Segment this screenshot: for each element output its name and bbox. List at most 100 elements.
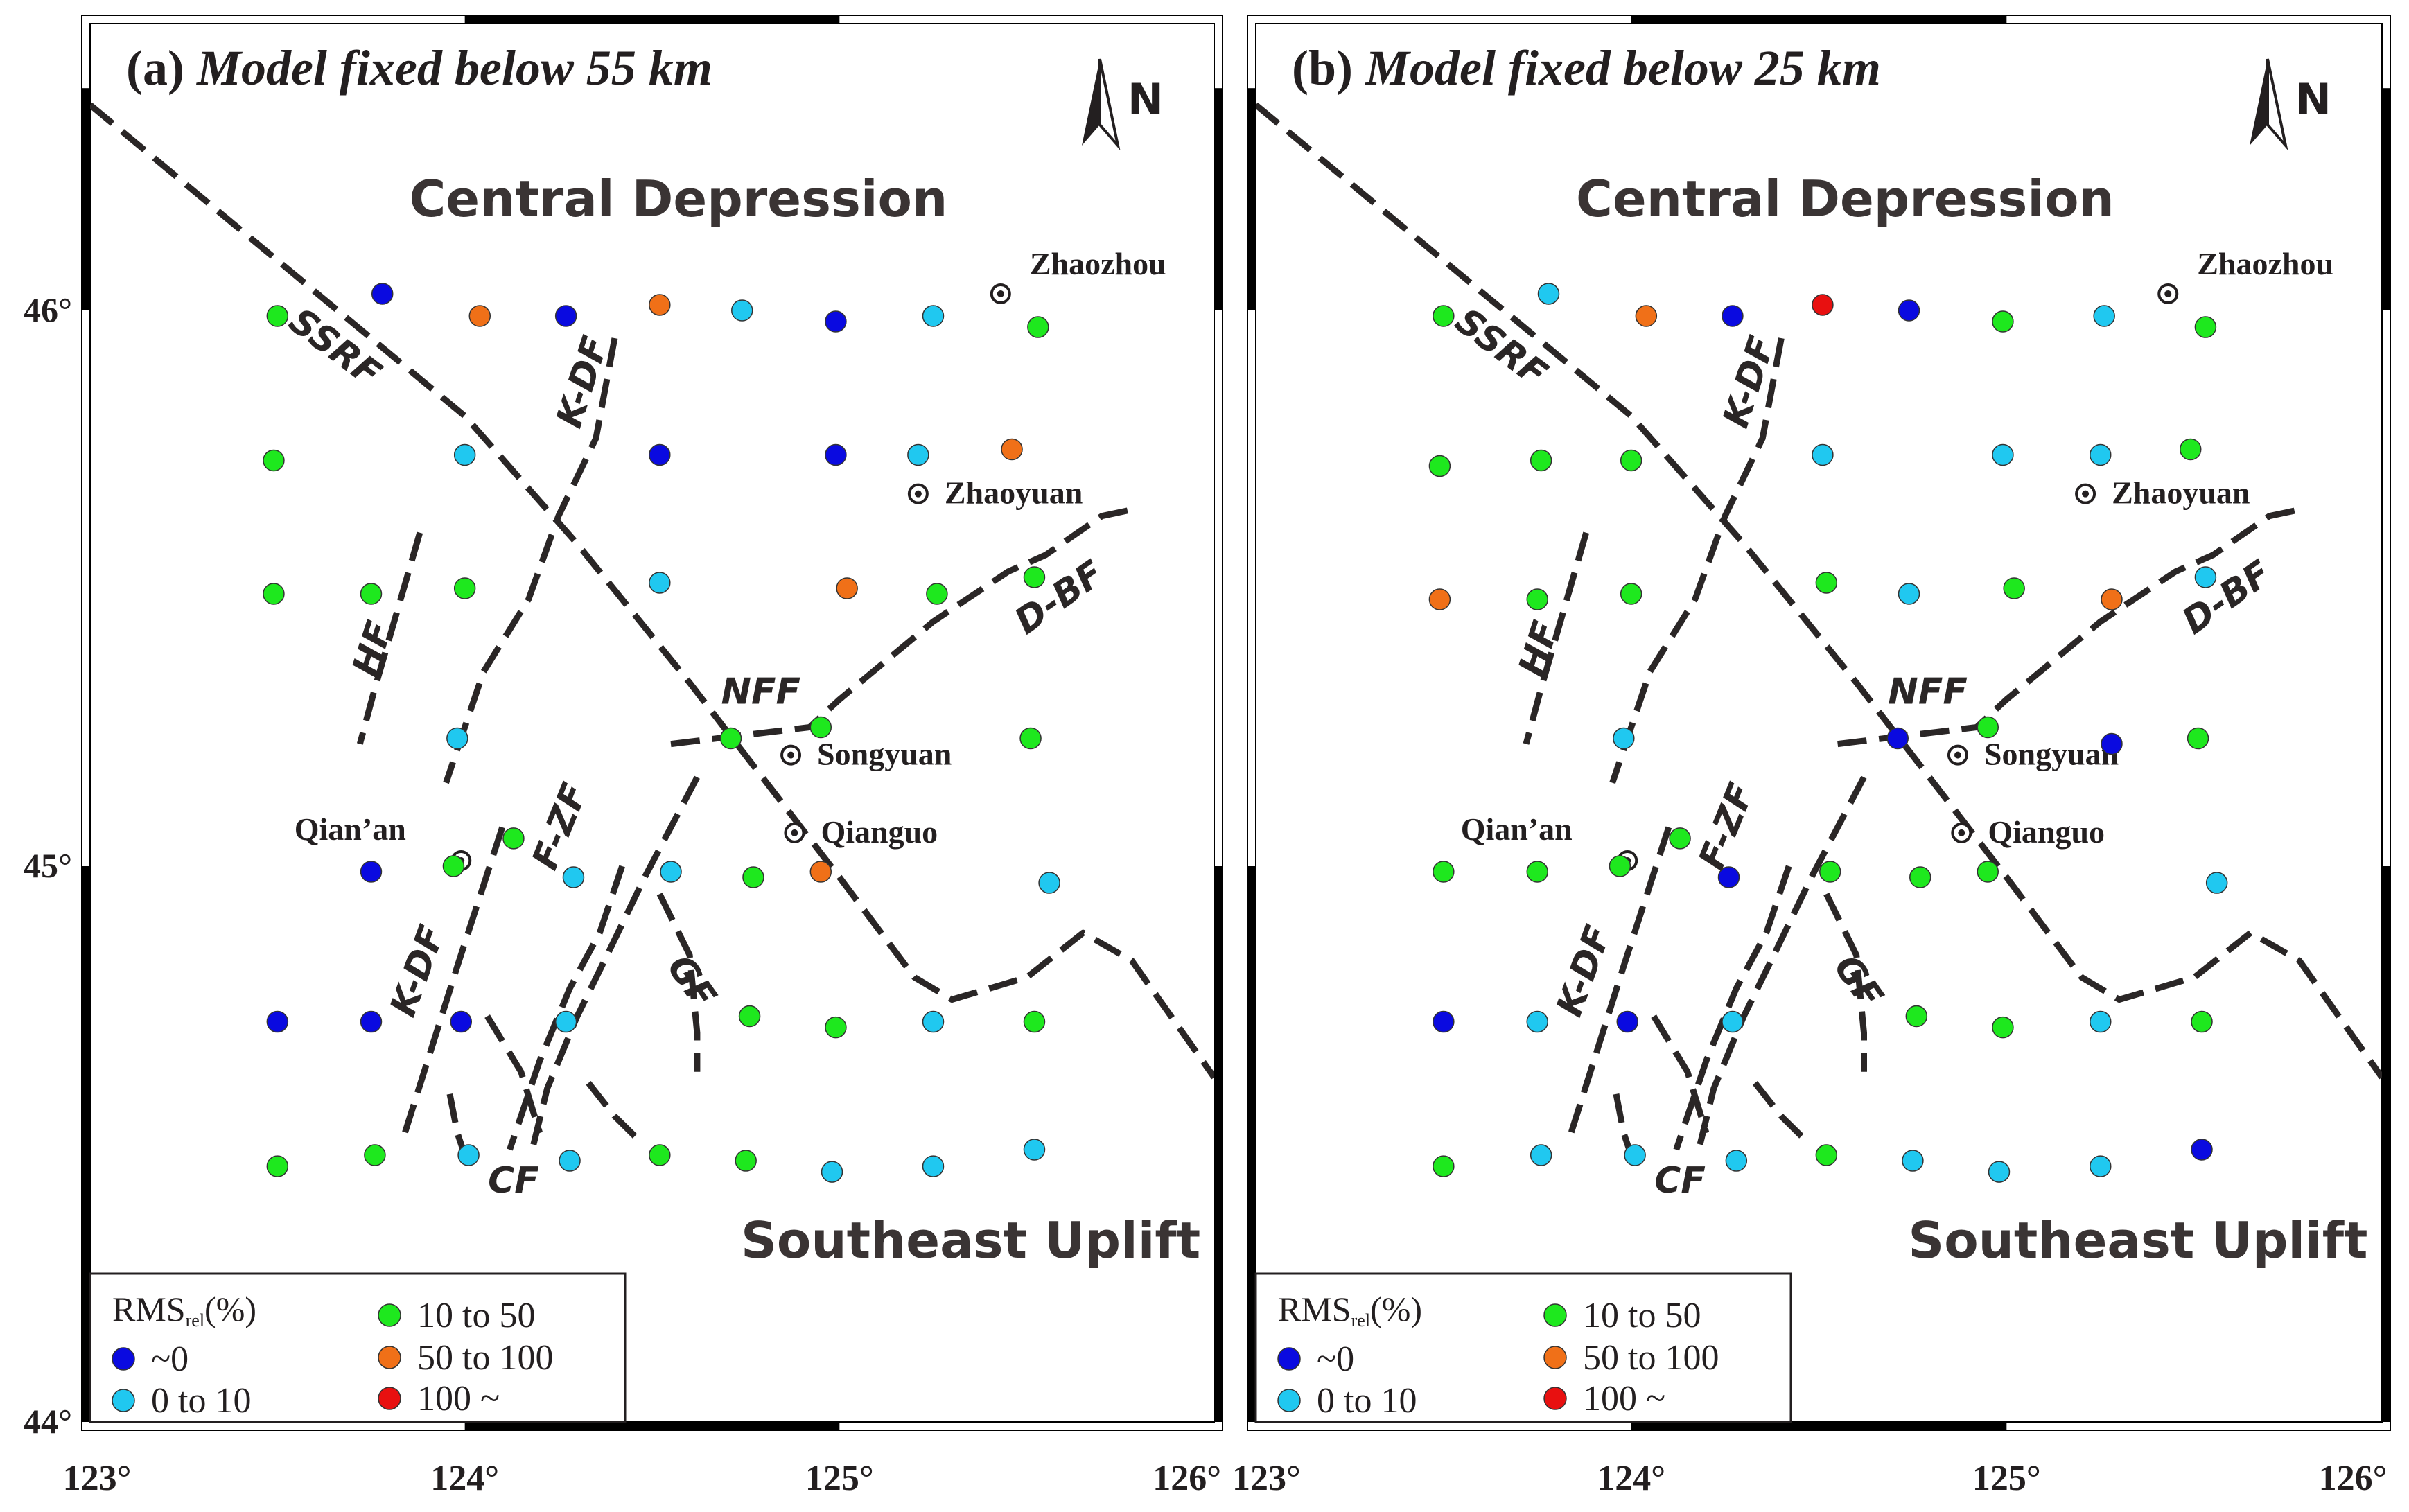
frame-segment [1214, 866, 1223, 1422]
rms-point [809, 861, 832, 883]
legend-swatch [378, 1303, 401, 1327]
frame-segment [464, 15, 840, 24]
north-arrow-right [2266, 58, 2288, 151]
north-label: N [2295, 74, 2331, 125]
x-tick-label: 124° [430, 1459, 499, 1498]
north-label: N [1128, 74, 1164, 125]
rms-point [1815, 572, 1838, 594]
rms-point [922, 1155, 945, 1177]
rms-point [2191, 1010, 2213, 1033]
rms-point [263, 583, 285, 605]
city-label: Zhaozhou [2197, 246, 2333, 281]
north-arrow-left [1082, 59, 1100, 146]
x-tick-label: 123° [1232, 1459, 1301, 1498]
rms-point [649, 1144, 671, 1166]
rms-point [2187, 727, 2209, 750]
frame-segment [82, 866, 90, 1422]
frame-segment [1631, 1422, 2007, 1430]
rms-point [453, 577, 476, 599]
x-tick-label: 125° [805, 1459, 874, 1498]
city-marker-dot [1954, 751, 1961, 759]
rms-point [457, 1144, 480, 1166]
rms-point [922, 305, 945, 327]
rms-point [453, 443, 476, 466]
fault-line [1523, 531, 1590, 745]
rms-point [2101, 588, 2123, 610]
city-label: Qianguo [1988, 814, 2105, 850]
map-frame-ticks [1247, 15, 2390, 1430]
rms-point [1722, 305, 1744, 327]
legend-item-label: 100 ~ [417, 1379, 500, 1418]
region-label-southeast: Southeast Uplift [741, 1211, 1200, 1269]
legend-title-main: RMS [112, 1290, 186, 1328]
y-tick-label: 44° [24, 1402, 72, 1441]
x-tick-label: 126° [2319, 1459, 2388, 1498]
fault-line [529, 775, 700, 1151]
rms-point [1977, 861, 1999, 883]
panel-title-text: Model fixed below 55 km [196, 40, 712, 96]
rms-point [922, 1010, 945, 1033]
city-label: Songyuan [817, 737, 952, 772]
rms-point [2090, 443, 2112, 466]
legend-swatch [1543, 1303, 1567, 1327]
city-label: Qian’an [295, 811, 406, 847]
panel-title: (a) Model fixed below 55 km [126, 40, 712, 96]
city-label: Zhaoyuan [945, 475, 1083, 511]
rms-point [1624, 1144, 1646, 1166]
rms-point [2101, 732, 2123, 755]
city-label: Songyuan [1984, 737, 2119, 772]
fault-line [1673, 865, 1792, 1151]
rms-point [1613, 727, 1635, 750]
north-arrow-right [1098, 58, 1121, 151]
rms-point [360, 1010, 383, 1033]
rms-point [1620, 583, 1642, 605]
legend-title: RMSrel(%) [1278, 1290, 1422, 1330]
legend-item-label: 10 to 50 [417, 1296, 535, 1335]
rms-point [1023, 1139, 1046, 1161]
rms-points [263, 283, 1060, 1183]
rms-point [360, 583, 383, 605]
fault-line [507, 865, 625, 1151]
rms-point [2194, 316, 2217, 338]
rms-point [1722, 1010, 1744, 1033]
rms-point [2205, 872, 2228, 894]
rms-point [1433, 305, 1455, 327]
frame-segment [1631, 15, 2007, 24]
legend-swatch [1277, 1389, 1301, 1412]
rms-point [660, 861, 682, 883]
rms-point [731, 299, 753, 322]
rms-point [1027, 316, 1049, 338]
fault-label: CF [1654, 1160, 1706, 1202]
north-arrow-left [2250, 59, 2268, 146]
fault-line [356, 531, 423, 745]
rms-point [1977, 716, 1999, 739]
rms-point [1019, 727, 1042, 750]
fault-line [401, 826, 505, 1134]
frame-segment [82, 88, 90, 310]
rms-point [735, 1150, 757, 1172]
rms-point [2194, 566, 2217, 588]
legend-box [89, 1272, 627, 1423]
legend-item-label: 50 to 100 [417, 1338, 553, 1378]
rms-point [1669, 827, 1691, 850]
fault-label: NFF [721, 671, 801, 712]
rms-point [1992, 310, 2014, 333]
legend-item-label: ~0 [1317, 1339, 1354, 1379]
rms-point [2180, 438, 2202, 461]
rms-point [371, 283, 394, 305]
y-tick-label: 46° [24, 290, 72, 329]
city-markers: Zhaozhou Zhaoyuan Songyuan Qianguo Qian’an [295, 246, 1166, 871]
panel-title-text: Model fixed below 25 km [1365, 40, 1881, 96]
city-marker-dot [1958, 829, 1965, 836]
rms-point [1886, 727, 1909, 750]
legend-item-label: ~0 [151, 1339, 189, 1379]
rms-point [1526, 1010, 1548, 1033]
y-tick-label: 45° [24, 846, 72, 885]
city-marker-dot [787, 751, 795, 759]
rms-point [926, 583, 948, 605]
rms-point [468, 305, 491, 327]
rms-point [1428, 455, 1451, 477]
rms-point [1717, 866, 1740, 888]
rms-point [1038, 872, 1060, 894]
